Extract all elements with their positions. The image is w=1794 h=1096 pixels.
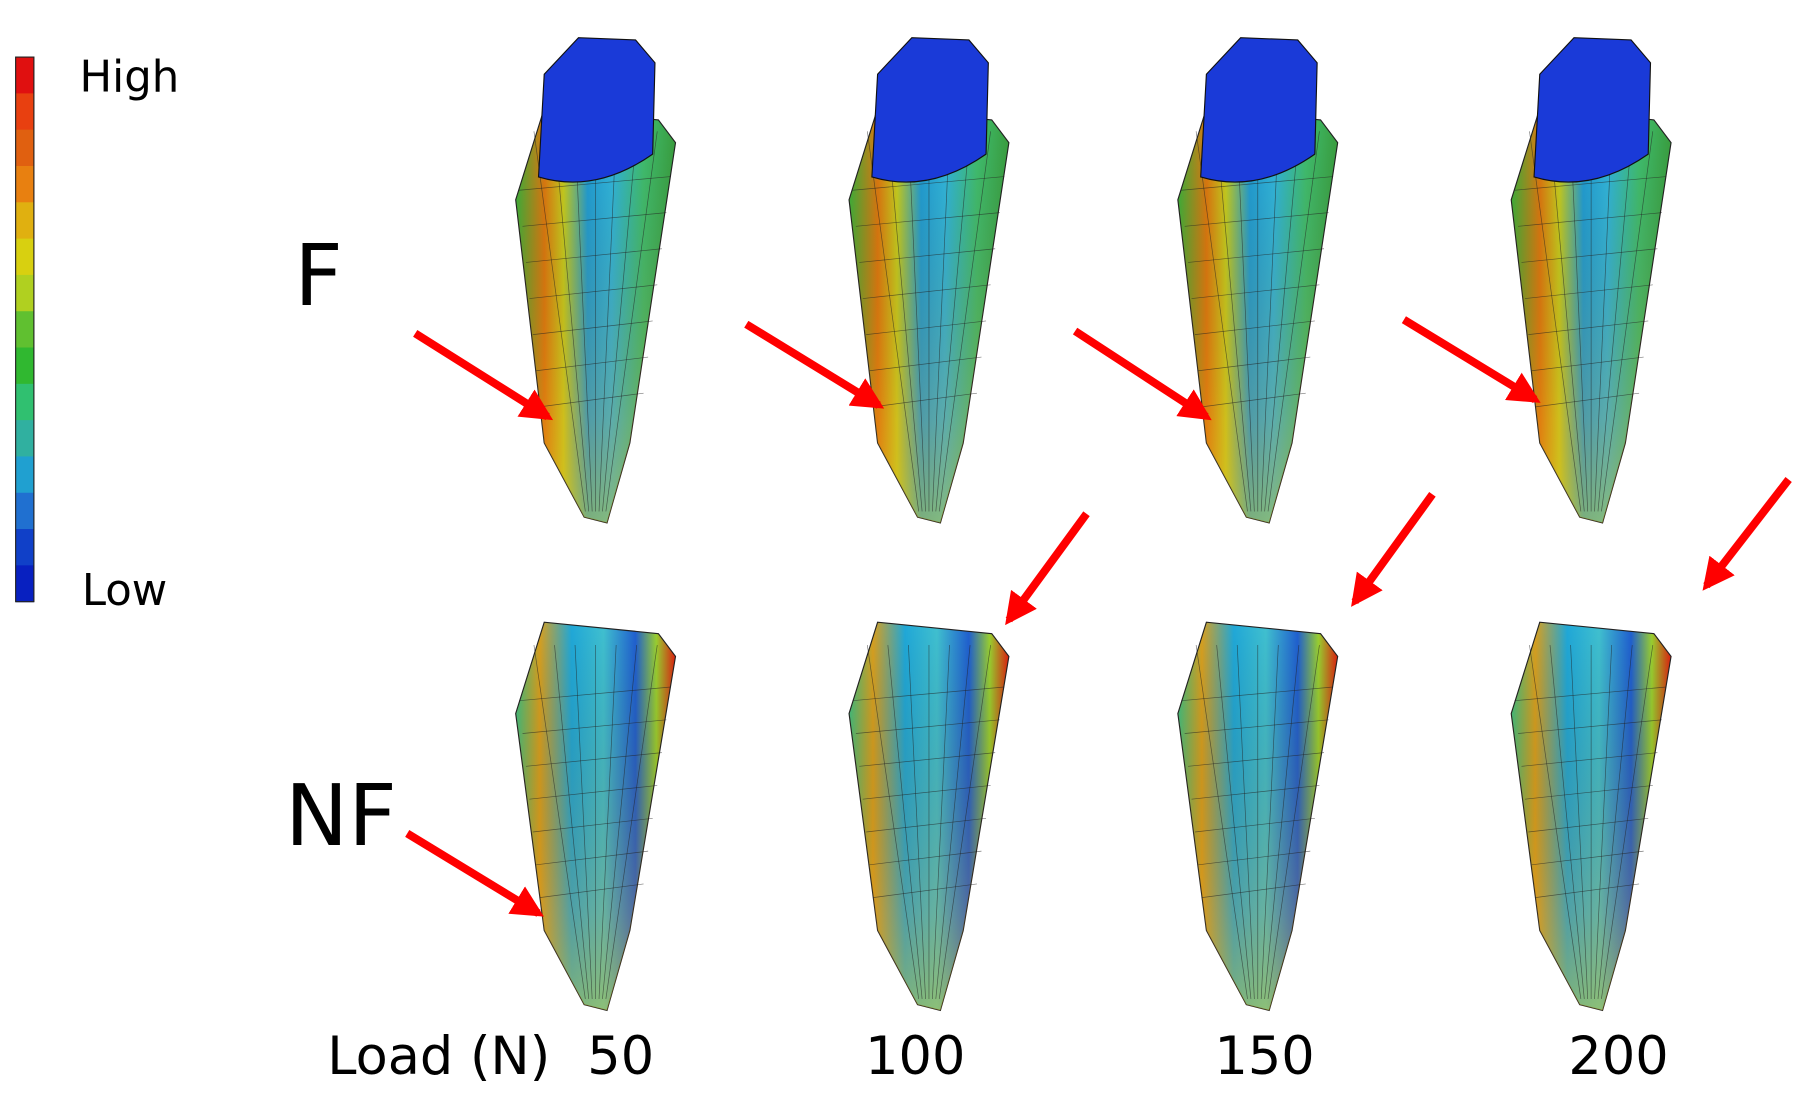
load-label: 100 — [865, 1026, 965, 1087]
legend-low: Low — [82, 566, 167, 616]
arrow — [1404, 320, 1535, 400]
crown — [872, 38, 988, 182]
colorbar-segment — [16, 311, 34, 348]
colorbar-segment — [16, 202, 34, 239]
arrow — [1355, 494, 1433, 601]
colorbar-segment — [16, 130, 34, 167]
colorbar-segment — [16, 456, 34, 493]
colorbar-segment — [16, 275, 34, 312]
row-label: F — [294, 227, 343, 325]
arrow — [1009, 514, 1087, 620]
arrow — [1706, 480, 1788, 586]
colorbar-segment — [16, 493, 34, 530]
load-label: 200 — [1568, 1026, 1668, 1087]
colorbar-segment — [16, 384, 34, 421]
load-label: 150 — [1215, 1026, 1315, 1087]
colorbar-segment — [16, 420, 34, 457]
arrow — [407, 833, 538, 913]
arrow — [415, 333, 547, 416]
load-label: 50 — [587, 1026, 654, 1087]
arrow — [1075, 331, 1206, 417]
crown — [539, 38, 655, 182]
page: High Low F NF Load (N) 50100150200 (() =… — [0, 0, 1794, 1096]
crown — [1201, 38, 1317, 182]
legend-high: High — [80, 52, 180, 102]
colorbar-segment — [16, 565, 34, 602]
colorbar-segment — [16, 93, 34, 130]
row-label: NF — [285, 767, 397, 865]
figure: High Low F NF Load (N) 50 100 150 200 — [0, 0, 1794, 1096]
colorbar-segment — [16, 166, 34, 203]
colorbar-segment — [16, 529, 34, 566]
colorbar-segment — [16, 57, 34, 94]
x-axis-label: Load (N) — [327, 1026, 550, 1087]
colorbar-segment — [16, 348, 34, 385]
arrow — [746, 324, 878, 405]
colorbar-segment — [16, 239, 34, 276]
crown — [1534, 38, 1650, 182]
